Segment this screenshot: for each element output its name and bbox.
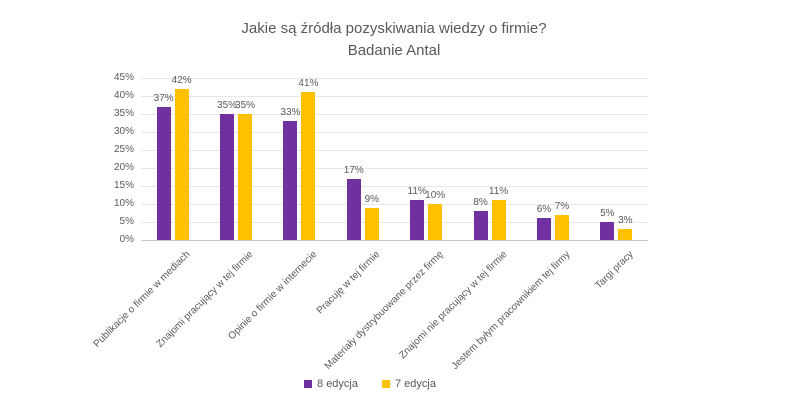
value-label: 35% [217, 100, 238, 111]
value-label: 7% [554, 200, 570, 212]
value-label: 11% [407, 186, 427, 198]
value-label: 5% [600, 208, 615, 219]
legend-label: 8 edycja [317, 378, 358, 390]
x-category-label: Jestem byłym pracownikiem tej firmy [449, 249, 573, 372]
gridline [141, 132, 648, 133]
legend-label: 7 edycja [395, 378, 436, 390]
gridline [141, 96, 648, 97]
gridline [141, 114, 648, 115]
gridline [141, 168, 648, 169]
y-tick-label: 15% [113, 180, 134, 191]
value-label: 17% [343, 164, 364, 176]
bar-series-1 [346, 178, 361, 240]
legend-swatch-icon [304, 380, 313, 388]
bar-series-2 [238, 114, 253, 240]
x-category-label: Targi pracy [593, 249, 637, 292]
value-label: 41% [298, 78, 319, 90]
legend-item-series-2: 7 edycja [382, 378, 436, 390]
y-tick-label: 20% [113, 162, 134, 173]
bar-series-2 [491, 200, 506, 240]
bar-series-2 [554, 214, 569, 240]
y-tick-label: 5% [119, 216, 134, 227]
value-label: 8% [473, 197, 488, 209]
value-label: 3% [618, 215, 633, 227]
y-tick-label: 10% [113, 198, 134, 209]
bar-series-2 [174, 88, 189, 240]
y-tick-label: 35% [113, 108, 134, 119]
legend: 8 edycja 7 edycja [0, 378, 740, 390]
bar-series-1 [536, 218, 551, 240]
value-label: 9% [364, 193, 380, 205]
value-label: 10% [425, 190, 446, 201]
chart-subtitle: Badanie Antal [347, 42, 441, 59]
bar-series-1 [600, 222, 615, 240]
x-category-label: Znajomi nie pracujący w tej firmie [397, 249, 510, 362]
value-label: 11% [488, 186, 509, 198]
bar-series-2 [618, 229, 633, 240]
chart-title-block: Jakie są źródła pozyskiwania wiedzy o fi… [0, 18, 788, 62]
bar-series-2 [364, 207, 379, 240]
bar-series-1 [410, 200, 425, 240]
x-category-label: Materiały dystrybuowane przez firmę [323, 249, 446, 372]
chart-title: Jakie są źródła pozyskiwania wiedzy o fi… [241, 20, 547, 37]
gridline [141, 186, 648, 187]
bar-series-1 [283, 121, 298, 240]
gridline [141, 78, 648, 79]
y-tick-label: 30% [113, 126, 134, 137]
legend-swatch-icon [382, 380, 390, 388]
bar-series-2 [428, 204, 443, 240]
value-label: 33% [280, 107, 301, 119]
y-tick-label: 0% [119, 234, 134, 245]
x-category-label: Pracuję w tej firmie [315, 249, 383, 317]
value-label: 42% [171, 74, 192, 86]
x-axis-labels: Publikacje o firmie w mediach Znajomi pra… [92, 249, 648, 374]
y-tick-label: 25% [113, 144, 134, 155]
x-axis-line [141, 240, 648, 241]
y-tick-label: 45% [113, 72, 134, 83]
bar-series-1 [220, 114, 235, 240]
value-label: 6% [536, 204, 552, 216]
y-tick-label: 40% [113, 90, 134, 101]
bar-series-1 [156, 106, 171, 240]
value-label: 35% [235, 100, 256, 111]
value-label: 37% [153, 92, 174, 104]
legend-item-series-1: 8 edycja [304, 378, 358, 390]
bar-series-1 [473, 211, 488, 240]
plot-area: 0% 5% 10% 15% 20% 25% 30% 35% 40% 45% 37% 42% 35% 35%… [114, 72, 648, 245]
gridline [141, 222, 648, 223]
bar-series-2 [301, 92, 316, 240]
gridline [141, 204, 648, 205]
gridline [141, 150, 648, 151]
